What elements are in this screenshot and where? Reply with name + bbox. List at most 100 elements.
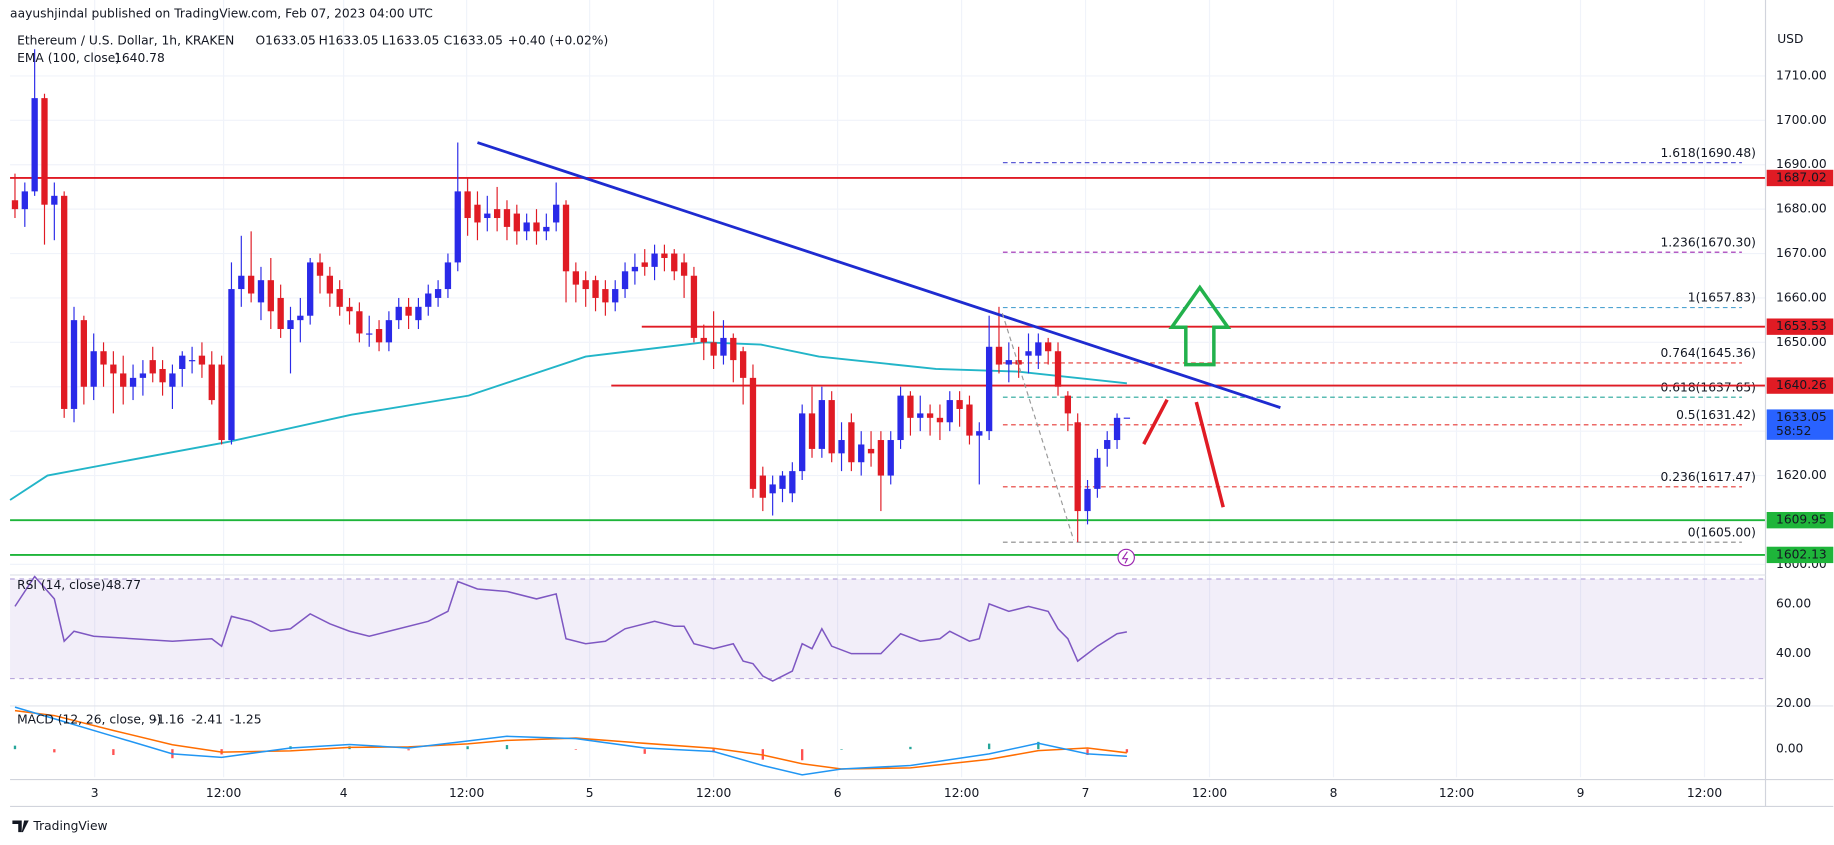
candle — [61, 191, 68, 418]
price-badge — [1766, 377, 1834, 394]
macd-value: -2.41 — [191, 712, 223, 726]
candle — [1104, 431, 1111, 467]
fib-label: 0.618(1637.65) — [1661, 380, 1756, 394]
candle — [70, 306, 78, 423]
candle-body — [1005, 360, 1012, 365]
x-tick-label: 6 — [834, 786, 842, 800]
candle-body — [818, 400, 826, 449]
candle-body — [690, 275, 698, 338]
candle — [1025, 333, 1032, 374]
candle-body — [503, 209, 511, 227]
candle-body — [238, 275, 245, 290]
macd-line — [14, 706, 1127, 776]
rsi-name: RSI (14, close) — [17, 578, 105, 592]
y-tick-label: 1690.00 — [1776, 157, 1827, 171]
fib-label: 0.236(1617.47) — [1661, 470, 1756, 484]
event-icon[interactable] — [1117, 548, 1135, 567]
x-tick-label: 9 — [1577, 786, 1585, 800]
candle — [11, 173, 19, 219]
candle-body — [80, 320, 88, 387]
ohlc-change: +0.40 (+0.02%) — [508, 33, 608, 47]
legend: Ethereum / U.S. Dollar, 1h, KRAKEN O1633… — [17, 33, 608, 726]
candle — [897, 386, 904, 449]
candle-body — [720, 337, 727, 356]
x-tick-label: 7 — [1082, 786, 1090, 800]
y-tick-label: 1620.00 — [1776, 468, 1827, 482]
candle-body — [188, 360, 196, 362]
candle-body — [1074, 422, 1081, 512]
candle-body — [31, 98, 38, 192]
candle — [51, 182, 58, 241]
candle-body — [936, 417, 944, 423]
candle-body — [759, 475, 766, 498]
candle-body — [789, 471, 796, 494]
candle — [523, 213, 530, 241]
symbol: Ethereum / U.S. Dollar, 1h, KRAKEN — [17, 33, 234, 47]
candle — [434, 280, 442, 307]
candle-body — [523, 222, 530, 232]
candle — [553, 182, 560, 232]
candle-body — [513, 213, 520, 232]
candle — [120, 355, 127, 405]
candle — [159, 360, 166, 396]
x-tick-label: 4 — [340, 786, 348, 800]
candle — [366, 315, 373, 347]
histogram-bar — [801, 749, 804, 761]
candle — [129, 364, 137, 401]
candle-body — [1045, 342, 1052, 352]
y-tick-label: 1700.00 — [1776, 113, 1827, 127]
candle-body — [415, 306, 422, 321]
x-tick-label: 5 — [586, 786, 594, 800]
candle — [730, 333, 737, 383]
candle-body — [621, 271, 629, 290]
candle-body — [385, 320, 393, 343]
candle-body — [366, 333, 373, 335]
candle-body — [267, 280, 274, 312]
candle-body — [336, 289, 343, 307]
rsi-line — [14, 575, 1128, 682]
candle — [1094, 448, 1101, 498]
candle — [877, 431, 885, 512]
price-badge-label: 1653.53 — [1776, 319, 1827, 333]
candle — [149, 346, 156, 383]
candle — [326, 266, 334, 307]
candle — [198, 342, 206, 378]
candle — [287, 306, 294, 374]
candle-body — [356, 311, 363, 334]
price-badge — [1766, 512, 1834, 529]
price-badge-label: 1640.26 — [1776, 378, 1827, 392]
candle-body — [375, 329, 383, 343]
candle-body — [749, 377, 757, 489]
candle — [346, 297, 353, 325]
last-price-badge — [1766, 409, 1834, 440]
candle-body — [680, 262, 688, 276]
x-tick-label: 12:00 — [1192, 786, 1227, 800]
y-tick-label: 20.00 — [1776, 696, 1811, 710]
candle-body — [730, 337, 737, 361]
candle-body — [641, 262, 648, 267]
candle-body — [602, 289, 609, 303]
candle — [1045, 337, 1052, 365]
candle — [533, 209, 540, 245]
countdown: 58:52 — [1776, 424, 1811, 438]
footer-logo: TradingView — [12, 819, 108, 833]
x-tick-label: 8 — [1330, 786, 1338, 800]
candle-body — [395, 306, 402, 321]
candle-body — [208, 364, 215, 401]
candle — [720, 320, 727, 365]
candle — [592, 275, 599, 312]
candle — [139, 360, 147, 396]
candle-body — [1094, 457, 1101, 489]
candle — [818, 386, 826, 458]
candle — [405, 297, 412, 330]
candle — [356, 302, 363, 343]
candle — [90, 333, 97, 401]
candle — [503, 200, 511, 241]
candle — [454, 142, 461, 272]
candle — [985, 315, 993, 441]
candle-body — [218, 364, 225, 441]
candle — [808, 386, 816, 458]
candle — [1113, 413, 1121, 449]
histogram-bar — [13, 745, 17, 750]
